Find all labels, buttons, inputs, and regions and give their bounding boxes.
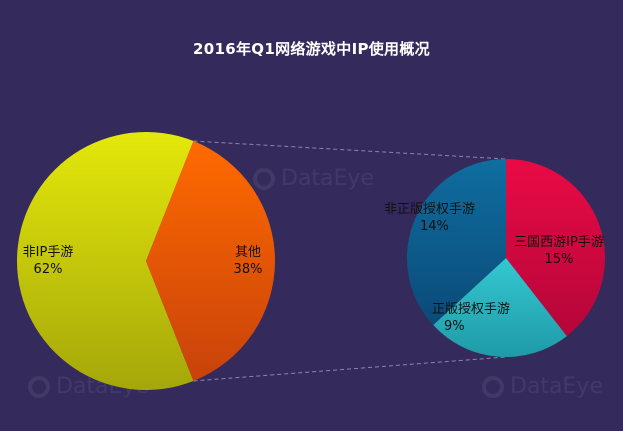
watermark-logo-icon: [482, 376, 504, 398]
slice-value: 62%: [33, 262, 63, 277]
breakdown-pie-slice-0: [506, 159, 605, 337]
slice-name: 非IP手游: [22, 245, 74, 260]
slice-label-other: 其他 38%: [218, 244, 278, 278]
slice-name: 三国西游IP手游: [514, 235, 604, 250]
main-pie-slice-1: [146, 141, 275, 381]
watermark: DataEye: [482, 374, 603, 399]
watermark: DataEye: [253, 166, 374, 191]
slice-label-non-ip: 非IP手游 62%: [18, 244, 78, 278]
main-pie: [16, 131, 275, 391]
breakdown-pie-slice-1: [433, 258, 567, 357]
watermark-text: DataEye: [510, 374, 603, 399]
breakdown-pie: [406, 159, 605, 357]
watermark-text: DataEye: [281, 166, 374, 191]
slice-value: 9%: [444, 319, 465, 334]
slice-name: 非正版授权手游: [384, 202, 476, 217]
slice-label-sanguo-xiyou: 三国西游IP手游 15%: [500, 234, 618, 268]
slice-value: 38%: [233, 262, 263, 277]
main-pie-slice-0: [16, 131, 194, 391]
slice-value: 14%: [420, 219, 449, 234]
connector-line-bottom: [193, 356, 507, 382]
chart-title: 2016年Q1网络游戏中IP使用概况: [193, 40, 430, 58]
breakdown-pie-slice-2: [406, 159, 506, 326]
slice-value: 15%: [544, 252, 574, 267]
slice-label-licensed: 正版授权手游 9%: [432, 301, 532, 335]
slice-name: 其他: [234, 245, 261, 260]
slice-label-unlicensed: 非正版授权手游 14%: [384, 201, 494, 235]
connector-line-top: [193, 140, 507, 160]
slice-name: 正版授权手游: [432, 302, 511, 317]
watermark-logo-icon: [28, 376, 50, 398]
watermark-logo-icon: [253, 168, 275, 190]
